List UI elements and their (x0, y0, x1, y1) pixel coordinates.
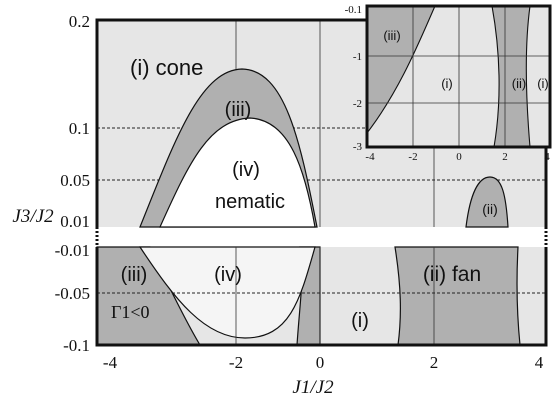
inset-x-tick-4: 4 (544, 151, 550, 163)
y-axis-label: J3/J2 (12, 206, 54, 227)
x-tick-0: 0 (316, 353, 325, 372)
inset-x-tick-minus2: -2 (408, 151, 417, 163)
inset-label-i-center: (i) (441, 76, 453, 91)
y-tick-0.2: 0.2 (69, 12, 90, 31)
y-tick-minus0.1: -0.1 (63, 336, 90, 355)
y-tick-minus0.05: -0.05 (55, 284, 90, 303)
x-tick-minus4: -4 (103, 353, 118, 372)
y-tick-0.1: 0.1 (69, 119, 90, 138)
inset-label-ii: (ii) (512, 76, 526, 91)
y-tick-0.05: 0.05 (60, 171, 90, 190)
y-tick-minus0.01: -0.01 (55, 241, 90, 260)
lower-panel (96, 246, 546, 346)
x-tick-2: 2 (430, 353, 439, 372)
inset-tick-labels: -0.1 -1 -2 -3 -4 -2 0 2 4 (345, 4, 551, 163)
x-tick-4: 4 (535, 353, 544, 372)
x-tick-minus2: -2 (229, 353, 243, 372)
label-i-cone: (i) cone (130, 55, 203, 80)
inset-label-i-right: (i) (537, 76, 549, 91)
inset-panel (365, 4, 552, 149)
x-axis-label: J1/J2 (292, 377, 334, 398)
label-i-lower: (i) (351, 310, 369, 332)
label-nematic: nematic (215, 191, 285, 213)
region-iv-lower (138, 246, 316, 339)
inset-y-tick-minus1: -1 (353, 51, 362, 63)
inset-label-iii: (iii) (383, 28, 400, 43)
label-iv-lower: (iv) (214, 264, 242, 286)
inset-y-tick-minus2: -2 (353, 98, 362, 110)
x-tick-labels: -4 -2 0 2 4 (103, 353, 544, 372)
inset-y-tick-minus0.1: -0.1 (345, 4, 362, 16)
label-gamma: Γ1<0 (111, 302, 150, 322)
label-iii-upper: (iii) (225, 99, 252, 121)
region-ii-fan (394, 246, 521, 346)
inset-frame (365, 4, 552, 149)
inset-x-tick-0: 0 (456, 151, 462, 163)
y-tick-0.01: 0.01 (60, 212, 90, 231)
label-iii-lower: (iii) (121, 264, 148, 286)
label-ii-upper: (ii) (482, 201, 498, 217)
label-ii-fan: (ii) fan (423, 263, 481, 286)
main-region-labels: (i) cone (iii) (iv) nematic (ii) (iii) (… (121, 55, 498, 332)
inset-x-tick-2: 2 (502, 151, 508, 163)
y-tick-labels: 0.2 0.1 0.05 0.01 -0.01 -0.05 -0.1 (55, 12, 90, 355)
inset-y-tick-minus3: -3 (353, 141, 363, 153)
label-iv-upper: (iv) (232, 159, 260, 181)
lower-panel-frame (95, 247, 548, 347)
inset-region-labels: (iii) (i) (ii) (i) (383, 28, 548, 91)
region-iv-nematic (159, 117, 316, 228)
inset-x-tick-minus4: -4 (365, 151, 375, 163)
region-ii-upper (465, 176, 509, 228)
inset-region-iii (366, 5, 436, 135)
